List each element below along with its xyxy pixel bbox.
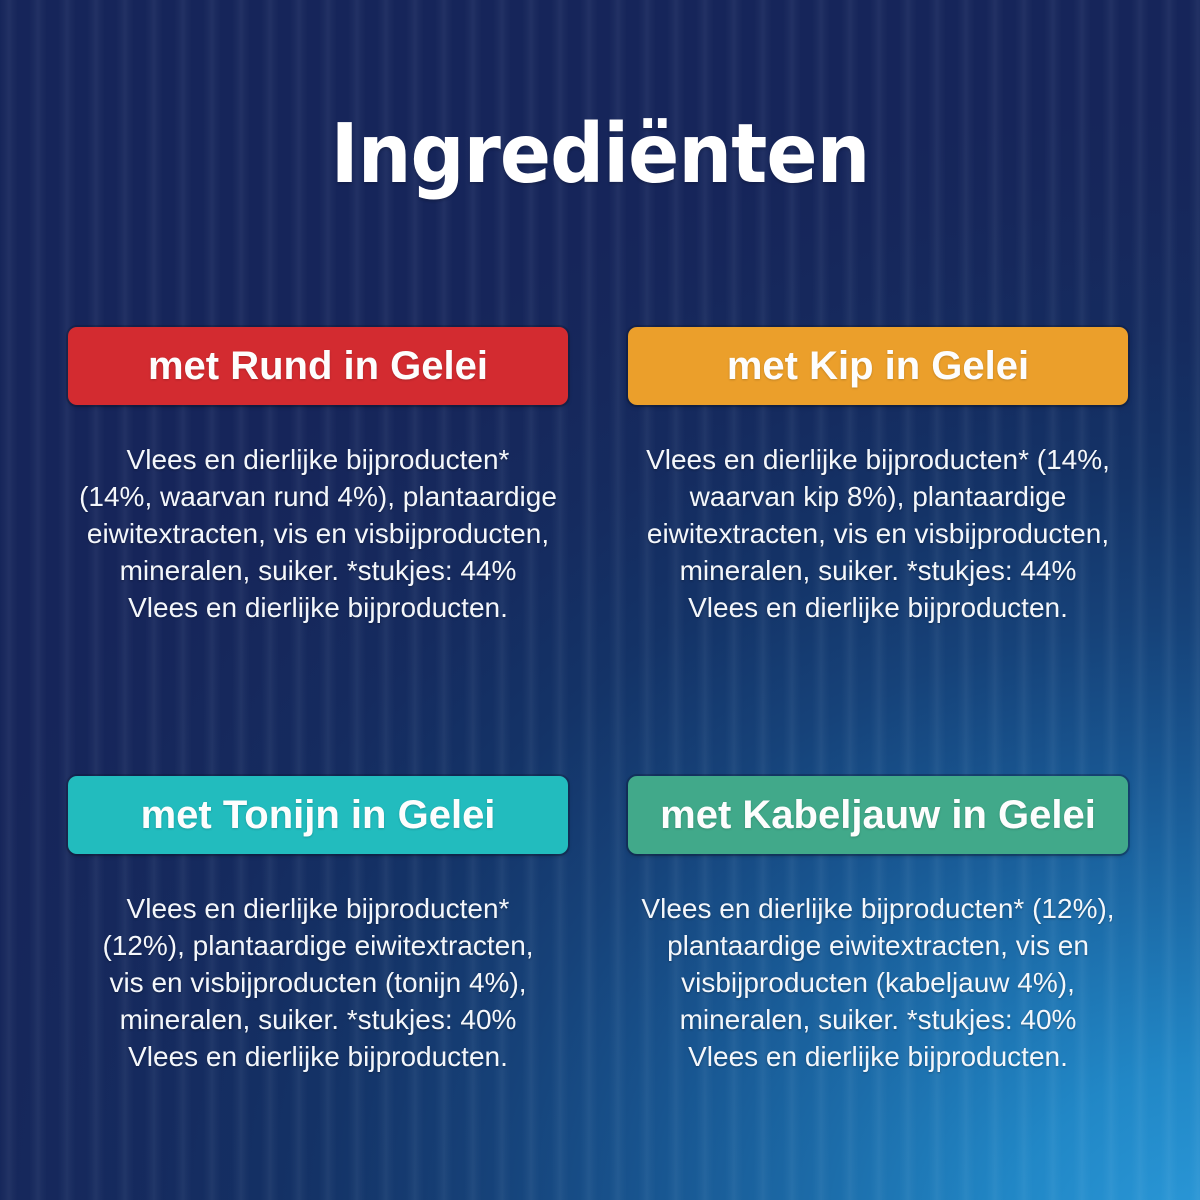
page-title: Ingrediënten — [330, 106, 871, 202]
card-header-label: met Rund in Gelei — [147, 343, 489, 388]
card-rund-in-gelei: met Rund in Gelei Vlees en dierlijke bij… — [68, 327, 568, 626]
card-header-rund: met Rund in Gelei — [68, 327, 568, 405]
card-header-label: met Tonijn in Gelei — [140, 792, 496, 837]
card-ingredients-text: Vlees en dierlijke bijproducten* (12%), … — [641, 893, 1115, 1072]
card-header-kip: met Kip in Gelei — [628, 327, 1128, 405]
ingredient-cards-grid: met Rund in Gelei Vlees en dierlijke bij… — [68, 327, 1128, 1075]
card-kabeljauw-in-gelei: met Kabeljauw in Gelei Vlees en dierlijk… — [628, 776, 1128, 1075]
card-kip-in-gelei: met Kip in Gelei Vlees en dierlijke bijp… — [628, 327, 1128, 626]
card-tonijn-in-gelei: met Tonijn in Gelei Vlees en dierlijke b… — [68, 776, 568, 1075]
card-header-kabeljauw: met Kabeljauw in Gelei — [628, 776, 1128, 854]
card-ingredients-text: Vlees en dierlijke bijproducten* (14%, w… — [79, 444, 557, 623]
card-header-label: met Kabeljauw in Gelei — [660, 792, 1096, 837]
card-ingredients-text: Vlees en dierlijke bijproducten* (12%), … — [102, 893, 534, 1072]
card-header-label: met Kip in Gelei — [726, 343, 1030, 388]
card-header-tonijn: met Tonijn in Gelei — [68, 776, 568, 854]
card-ingredients-text: Vlees en dierlijke bijproducten* (14%, w… — [646, 444, 1110, 623]
